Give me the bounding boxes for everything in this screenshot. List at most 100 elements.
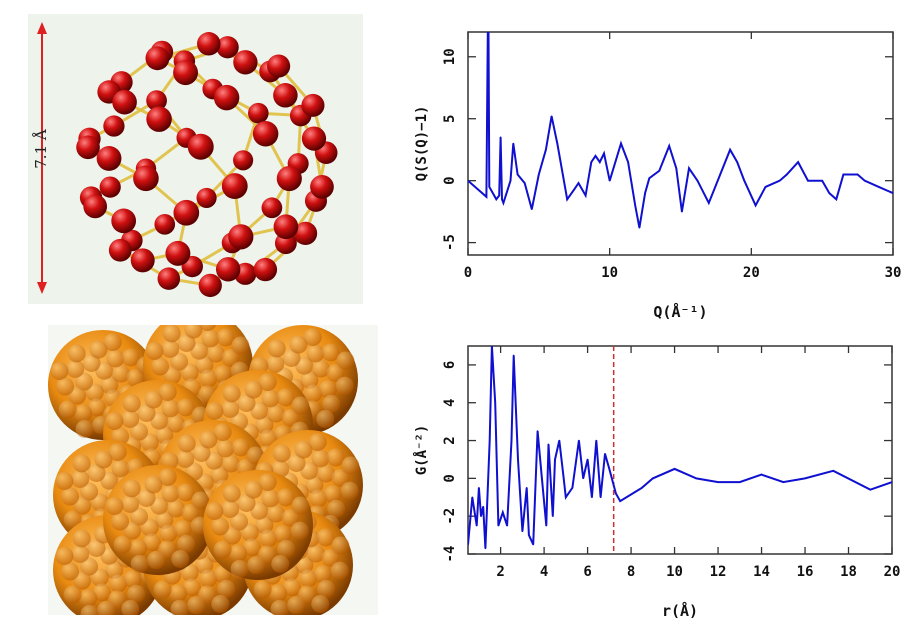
carbon-atom xyxy=(173,199,200,226)
data-point xyxy=(869,488,872,491)
data-point xyxy=(488,439,491,442)
data-point xyxy=(530,208,533,210)
y-tick-label: 10 xyxy=(442,48,458,65)
data-point xyxy=(506,524,508,527)
data-point xyxy=(468,543,469,546)
x-axis-label: r(Å) xyxy=(662,601,698,620)
data-point xyxy=(510,439,513,442)
data-point xyxy=(842,173,845,176)
carbon-atom xyxy=(301,93,325,117)
c60-sphere xyxy=(103,465,213,575)
data-point xyxy=(603,152,605,155)
y-tick-label: 4 xyxy=(442,399,458,407)
data-point xyxy=(797,161,799,163)
data-point xyxy=(497,524,500,527)
arrow-head-icon xyxy=(37,282,47,294)
y-tick-label: 0 xyxy=(442,474,458,482)
arrow-head-icon xyxy=(37,22,47,34)
carbon-atom xyxy=(96,146,122,171)
data-point xyxy=(480,515,482,517)
carbon-atom xyxy=(154,214,176,235)
x-tick-label: 20 xyxy=(884,564,901,580)
carbon-atom xyxy=(252,120,279,147)
y-tick-label: 5 xyxy=(442,115,458,123)
data-point xyxy=(652,477,654,480)
carbon-atom xyxy=(261,197,283,219)
data-point xyxy=(545,524,548,527)
data-point xyxy=(620,142,622,145)
data-point xyxy=(729,148,731,151)
data-point xyxy=(634,204,636,207)
carbon-atom xyxy=(276,165,302,192)
carbon-atom xyxy=(130,248,155,273)
data-point xyxy=(738,481,741,483)
data-point xyxy=(471,496,474,499)
data-point xyxy=(878,186,880,188)
data-point xyxy=(835,198,838,201)
carbon-atom xyxy=(99,176,121,198)
carbon-atom xyxy=(196,187,217,208)
data-point xyxy=(648,177,651,179)
data-point xyxy=(512,354,515,357)
carbon-atom xyxy=(215,257,241,282)
data-point xyxy=(708,202,710,204)
x-tick-label: 8 xyxy=(627,564,635,580)
carbon-atom xyxy=(112,89,137,115)
data-point xyxy=(599,496,602,499)
data-point xyxy=(468,179,469,182)
data-point xyxy=(754,204,757,207)
carbon-atom xyxy=(213,84,240,111)
y-tick-label: -5 xyxy=(442,234,458,251)
data-point xyxy=(550,115,553,118)
carbon-atom xyxy=(216,36,239,59)
data-point xyxy=(641,487,643,489)
data-point xyxy=(778,179,781,182)
carbon-atom xyxy=(273,214,299,240)
carbon-atom xyxy=(233,50,258,75)
carbon-atom xyxy=(253,257,278,282)
carbon-atom xyxy=(146,106,172,132)
data-point xyxy=(807,179,809,182)
data-point xyxy=(598,161,601,163)
data-point xyxy=(695,477,698,480)
c60-crystal-image xyxy=(48,325,378,615)
carbon-atom xyxy=(108,238,132,262)
c60-molecule-image xyxy=(28,14,363,304)
y-tick-label: -2 xyxy=(442,508,458,525)
data-point xyxy=(484,547,487,550)
data-point xyxy=(509,179,512,182)
data-point xyxy=(565,496,567,499)
data-point xyxy=(545,148,547,151)
data-point xyxy=(584,194,587,197)
data-point xyxy=(556,142,559,145)
carbon-atom xyxy=(233,150,254,171)
molecule-size-label: 7.1 Å xyxy=(32,129,50,169)
data-point xyxy=(863,179,866,182)
carbon-atom xyxy=(198,273,222,298)
carbon-atom xyxy=(133,165,159,192)
data-point xyxy=(688,167,690,170)
carbon-atom xyxy=(301,126,327,151)
y-tick-label: 2 xyxy=(442,436,458,444)
carbon-atom xyxy=(221,173,248,200)
data-point xyxy=(532,543,535,546)
plot-frame xyxy=(467,345,893,555)
carbon-atom xyxy=(111,208,137,234)
x-tick-label: 14 xyxy=(753,564,770,580)
data-point xyxy=(595,439,598,442)
carbon-atom xyxy=(293,221,318,246)
x-tick-label: 10 xyxy=(666,564,683,580)
data-point xyxy=(615,492,617,495)
data-point xyxy=(502,202,505,204)
data-point xyxy=(591,496,593,499)
data-point xyxy=(501,511,504,514)
carbon-atom xyxy=(197,32,221,56)
x-tick-label: 20 xyxy=(743,265,760,281)
data-point xyxy=(608,179,611,182)
carbon-atom xyxy=(145,46,170,71)
carbon-atom xyxy=(165,240,191,266)
data-point xyxy=(590,161,593,163)
data-point xyxy=(736,161,738,163)
data-point xyxy=(681,210,683,213)
carbon-atom xyxy=(267,54,291,78)
